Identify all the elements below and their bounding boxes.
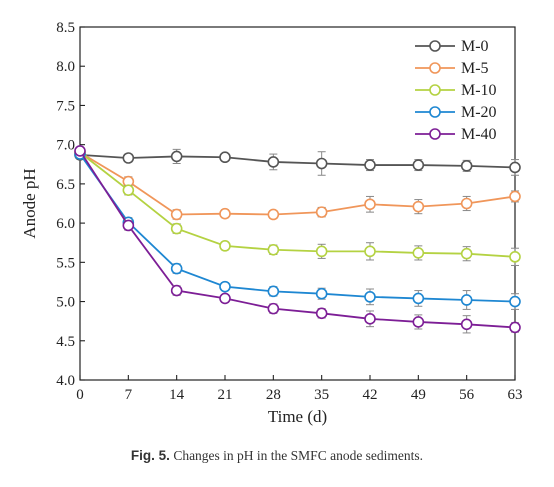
point-M-5-6 (364, 198, 376, 211)
legend-marker-M-40 (429, 128, 441, 140)
x-tick-label-5: 35 (314, 387, 329, 403)
x-tick-label-2: 14 (169, 387, 185, 403)
point-M-5-5 (315, 206, 328, 218)
point-M-40-3 (219, 292, 231, 305)
point-M-10-7 (412, 247, 425, 259)
plot-layer: 0 7 14 21 28 35 42 49 56 63 4.0 4.5 5.0 5.5 6.0 6.5 7.0 7… (20, 20, 523, 426)
legend-label-M-5: M-5 (461, 60, 489, 77)
y-tick-label-0: 4.0 (56, 373, 75, 389)
y-tick-label-9: 8.5 (56, 20, 75, 36)
x-tick-label-8: 56 (459, 387, 475, 403)
x-axis-title: Time (d) (268, 407, 327, 426)
point-M-0-4 (267, 156, 280, 168)
series-line-M-20 (79, 153, 516, 303)
point-M-5-4 (267, 208, 280, 221)
x-tick-label-4: 28 (266, 387, 281, 403)
point-M-40-9 (509, 321, 521, 334)
series-line-M-5 (79, 151, 516, 216)
point-M-20-3 (219, 280, 231, 293)
point-M-10-3 (219, 240, 231, 252)
legend-marker-M-5 (429, 62, 441, 74)
point-M-20-4 (267, 285, 280, 298)
point-M-20-8 (460, 294, 473, 306)
point-M-40-4 (267, 302, 280, 315)
y-tick-label-4: 6.0 (56, 216, 75, 232)
legend-label-M-40: M-40 (461, 126, 497, 143)
series-line-M-10 (79, 151, 516, 258)
point-M-5-2 (170, 208, 183, 221)
point-M-40-2 (170, 284, 183, 297)
caption-text: Changes in pH in the SMFC anode sediment… (169, 448, 424, 463)
point-M-10-1 (122, 184, 135, 196)
point-M-0-9 (509, 161, 521, 174)
x-tick-label-1: 7 (125, 387, 133, 403)
point-M-5-9 (509, 190, 521, 203)
point-M-20-7 (412, 292, 425, 305)
point-M-0-5 (315, 157, 328, 170)
point-M-40-0 (74, 145, 86, 157)
point-M-40-6 (364, 313, 376, 325)
x-tick-label-7: 49 (411, 387, 426, 403)
legend-label-M-20: M-20 (461, 104, 497, 121)
point-M-5-7 (412, 200, 425, 213)
point-M-0-7 (412, 159, 425, 171)
y-tick-label-6: 7.0 (56, 138, 75, 154)
caption-label: Fig. 5. (130, 448, 170, 463)
figure-caption: Fig. 5. Changes in pH in the SMFC anode … (0, 448, 554, 464)
point-M-40-5 (315, 307, 328, 320)
point-M-10-9 (509, 251, 521, 263)
point-M-20-2 (170, 262, 183, 275)
y-tick-label-7: 7.5 (56, 98, 75, 114)
point-M-40-7 (412, 316, 425, 328)
plot-frame (79, 26, 516, 381)
series-line-M-0 (79, 153, 516, 169)
point-M-5-3 (219, 207, 231, 220)
point-M-20-6 (364, 291, 376, 303)
point-M-5-8 (460, 197, 473, 210)
legend-label-M-10: M-10 (461, 82, 497, 99)
chart: 0 7 14 21 28 35 42 49 56 63 4.0 4.5 5.0 5.5 6.0 6.5 7.0 7… (20, 20, 523, 426)
series-line-M-40 (79, 150, 516, 329)
point-M-10-4 (267, 243, 280, 256)
y-tick-label-8: 8.0 (56, 59, 75, 75)
x-tick-label-3: 21 (218, 387, 233, 403)
point-M-0-8 (460, 160, 473, 172)
y-tick-label-1: 4.5 (56, 334, 75, 350)
y-tick-label-2: 5.0 (56, 295, 75, 311)
point-M-40-8 (460, 318, 473, 331)
legend-marker-M-0 (429, 40, 441, 52)
point-M-40-1 (122, 219, 135, 232)
legend-marker-M-10 (429, 84, 441, 96)
y-tick-label-3: 5.5 (56, 255, 75, 271)
point-M-10-5 (315, 245, 328, 258)
point-M-0-6 (364, 159, 376, 171)
point-M-0-2 (170, 150, 183, 163)
x-tick-label-9: 63 (508, 387, 523, 403)
point-M-10-6 (364, 245, 376, 258)
point-M-20-9 (509, 295, 521, 308)
point-M-0-3 (219, 151, 231, 164)
y-tick-label-5: 6.5 (56, 177, 75, 193)
point-M-20-5 (315, 287, 328, 300)
x-tick-label-0: 0 (76, 387, 84, 403)
legend-label-M-0: M-0 (461, 38, 489, 55)
point-M-0-1 (122, 152, 135, 164)
x-tick-label-6: 42 (363, 387, 378, 403)
point-M-10-2 (170, 222, 183, 235)
y-axis-title: Anode pH (20, 168, 39, 238)
legend-marker-M-20 (429, 106, 441, 118)
point-M-10-8 (460, 247, 473, 260)
